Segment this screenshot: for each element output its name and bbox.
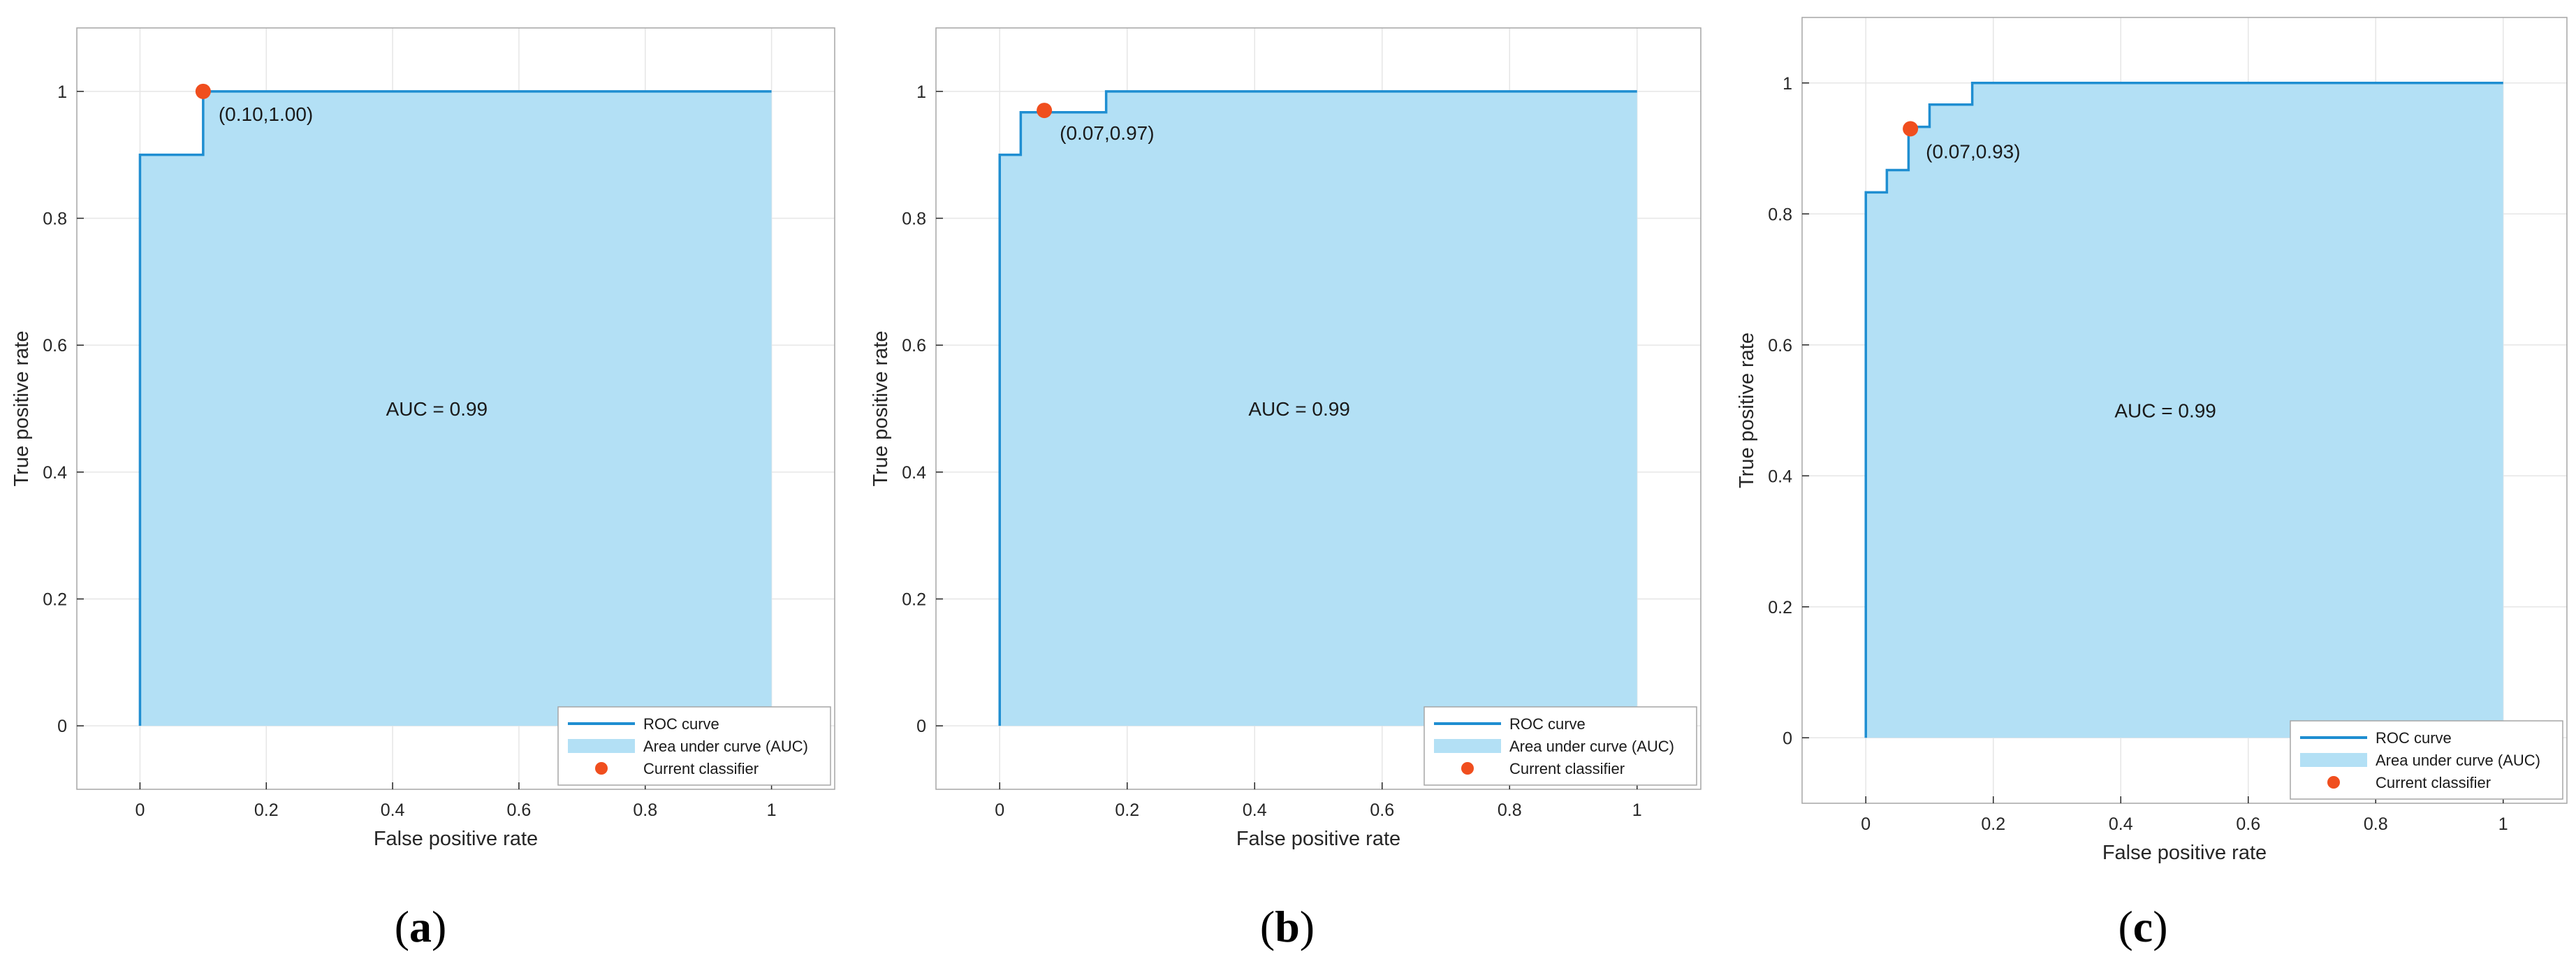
y-tick-label-3: 0.6 [43, 336, 67, 356]
x-tick-label-3: 0.6 [1370, 800, 1394, 820]
x-tick-label-4: 0.8 [2364, 814, 2388, 834]
y-axis-label: True positive rate [870, 331, 892, 487]
caption-open: ( [2118, 902, 2133, 951]
legend-label-0: ROC curve [1509, 715, 1586, 733]
classifier-point-label: (0.10,1.00) [219, 103, 313, 125]
classifier-point-label: (0.07,0.93) [1926, 140, 2020, 162]
roc-curve-line [138, 90, 772, 726]
y-tick-label-1: 0.2 [43, 590, 67, 610]
legend-swatch-classifier [1461, 762, 1474, 775]
y-tick-label-4: 0.8 [43, 210, 67, 229]
x-tick-label-5: 1 [2498, 814, 2508, 834]
x-tick-label-4: 0.8 [633, 800, 657, 820]
x-tick-label-2: 0.4 [1243, 800, 1267, 820]
x-tick-label-0: 0 [135, 800, 145, 820]
x-tick-label-5: 1 [767, 800, 777, 820]
legend-swatch-auc [2300, 753, 2367, 767]
x-tick-label-0: 0 [1861, 814, 1871, 834]
legend-label-0: ROC curve [643, 715, 719, 733]
legend-label-2: Current classifier [643, 760, 759, 777]
chart-panel-a: 0 0.2 0.4 0.6 0.8 1 0 0.2 0.4 0.6 0.8 1 False positi… [0, 0, 845, 901]
classifier-point [1037, 103, 1053, 119]
x-tick-label-3: 0.6 [507, 800, 532, 820]
x-axis-label: False positive rate [2102, 842, 2267, 864]
y-tick-label-5: 1 [1783, 74, 1792, 94]
y-tick-label-5: 1 [916, 82, 926, 102]
auc-area [1866, 82, 2503, 738]
y-tick-label-1: 0.2 [1768, 598, 1792, 617]
caption-b: (b) [1260, 901, 1315, 953]
x-tick-label-2: 0.4 [2109, 814, 2133, 834]
y-tick-label-2: 0.4 [1768, 467, 1792, 486]
y-tick-label-4: 0.8 [1768, 205, 1792, 224]
x-tick-label-2: 0.4 [381, 800, 405, 820]
chart-panel-b: 0 0.2 0.4 0.6 0.8 1 0 0.2 0.4 0.6 0.8 1 False positi… [859, 0, 1711, 901]
roc-chart-b: 0 0.2 0.4 0.6 0.8 1 0 0.2 0.4 0.6 0.8 1 False positi… [870, 27, 1702, 850]
auc-area [140, 91, 772, 726]
legend-label-1: Area under curve (AUC) [1509, 738, 1674, 755]
legend-label-2: Current classifier [1509, 760, 1625, 777]
legend-swatch-auc [568, 739, 635, 753]
legend-label-2: Current classifier [2376, 774, 2491, 791]
x-tick-label-0: 0 [995, 800, 1004, 820]
classifier-point [1903, 121, 1919, 137]
roc-chart-a: 0 0.2 0.4 0.6 0.8 1 0 0.2 0.4 0.6 0.8 1 False positi… [10, 27, 835, 850]
caption-open: ( [394, 902, 409, 951]
caption-letter: c [2132, 902, 2153, 951]
y-axis-label: True positive rate [1736, 332, 1758, 488]
caption-letter: a [409, 902, 432, 951]
auc-value-label: AUC = 0.99 [2114, 400, 2216, 422]
caption-c: (c) [2118, 901, 2167, 953]
y-tick-label-0: 0 [57, 717, 67, 736]
y-tick-label-2: 0.4 [902, 463, 926, 483]
y-tick-label-0: 0 [916, 717, 926, 736]
x-tick-label-4: 0.8 [1498, 800, 1522, 820]
caption-open: ( [1259, 902, 1275, 951]
caption-close: ) [1299, 902, 1315, 951]
roc-chart-c: 0 0.2 0.4 0.6 0.8 1 0 0.2 0.4 0.6 0.8 1 False positi… [1736, 17, 2568, 864]
axes-box [76, 27, 835, 790]
caption-a: (a) [395, 901, 447, 953]
y-tick-label-3: 0.6 [902, 336, 926, 356]
axes-box [935, 27, 1702, 790]
axes-box [1801, 17, 2568, 804]
caption-close: ) [2153, 902, 2168, 951]
caption-close: ) [432, 902, 447, 951]
y-axis-label: True positive rate [10, 331, 33, 487]
auc-value-label: AUC = 0.99 [386, 398, 488, 420]
auc-value-label: AUC = 0.99 [1248, 398, 1350, 420]
x-tick-label-1: 0.2 [1115, 800, 1139, 820]
auc-area [1000, 91, 1637, 726]
classifier-point-label: (0.07,0.97) [1060, 122, 1154, 144]
roc-curve-line [998, 90, 1637, 726]
x-tick-label-1: 0.2 [1981, 814, 2005, 834]
y-tick-label-4: 0.8 [902, 210, 926, 229]
classifier-point [195, 83, 211, 99]
y-tick-label-1: 0.2 [902, 590, 926, 610]
legend-label-0: ROC curve [2376, 729, 2452, 747]
y-tick-label-3: 0.6 [1768, 336, 1792, 356]
y-tick-label-0: 0 [1783, 729, 1792, 748]
x-tick-label-1: 0.2 [254, 800, 279, 820]
legend-swatch-classifier [595, 762, 608, 775]
x-axis-label: False positive rate [1236, 828, 1400, 850]
caption-letter: b [1275, 902, 1300, 951]
legend-swatch-classifier [2327, 776, 2340, 789]
legend-swatch-auc [1434, 739, 1501, 753]
legend-label-1: Area under curve (AUC) [643, 738, 808, 755]
x-axis-label: False positive rate [374, 828, 538, 850]
y-tick-label-5: 1 [57, 82, 67, 102]
x-tick-label-3: 0.6 [2236, 814, 2260, 834]
y-tick-label-2: 0.4 [43, 463, 67, 483]
legend-label-1: Area under curve (AUC) [2376, 752, 2540, 769]
x-tick-label-5: 1 [1632, 800, 1642, 820]
chart-panel-c: 0 0.2 0.4 0.6 0.8 1 0 0.2 0.4 0.6 0.8 1 False positi… [1725, 0, 2576, 901]
